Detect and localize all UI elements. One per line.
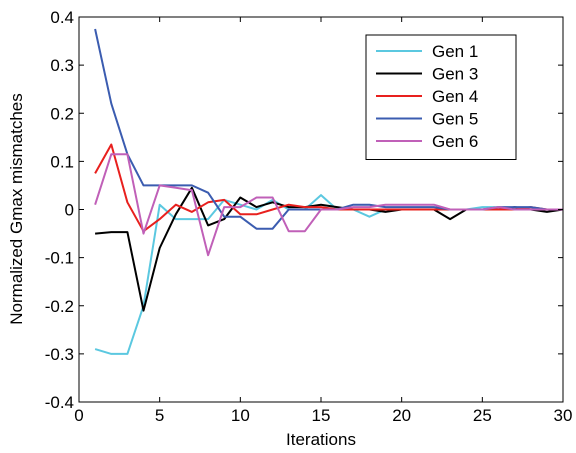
legend-label: Gen 1 [432, 42, 478, 61]
x-tick-label: 25 [473, 406, 492, 425]
series-layer [94, 28, 564, 355]
legend-box [365, 34, 517, 160]
legend: Gen 1 Gen 3 Gen 4 Gen 5 Gen 6 [365, 34, 517, 160]
y-tick-label: -0.3 [45, 345, 74, 364]
y-tick-label: 0.1 [50, 152, 74, 171]
y-axis-label: Normalized Gmax mismatches [7, 93, 26, 324]
x-tick-label: 20 [392, 406, 411, 425]
y-axis: -0.4 -0.3 -0.2 -0.1 0 0.1 0.2 0.3 0.4 [45, 8, 563, 412]
y-tick-label: -0.4 [45, 393, 74, 412]
legend-label: Gen 3 [432, 65, 478, 84]
legend-label: Gen 4 [432, 87, 478, 106]
y-tick-label: -0.1 [45, 249, 74, 268]
y-tick-label: 0.4 [50, 8, 74, 27]
y-tick-label: 0.2 [50, 104, 74, 123]
x-tick-label: 15 [312, 406, 331, 425]
x-tick-label: 30 [554, 406, 573, 425]
y-tick-label: 0 [65, 201, 74, 220]
legend-label: Gen 6 [432, 132, 478, 151]
x-tick-label: 5 [155, 406, 164, 425]
x-tick-label: 10 [231, 406, 250, 425]
series-line-gen-1 [94, 194, 563, 355]
x-tick-label: 0 [74, 406, 83, 425]
x-axis-label: Iterations [286, 430, 356, 449]
series-line-gen-6 [94, 153, 563, 257]
y-tick-label: -0.2 [45, 297, 74, 316]
y-tick-label: 0.3 [50, 56, 74, 75]
legend-label: Gen 5 [432, 110, 478, 129]
x-axis: 0 5 10 15 20 25 30 [74, 17, 572, 425]
